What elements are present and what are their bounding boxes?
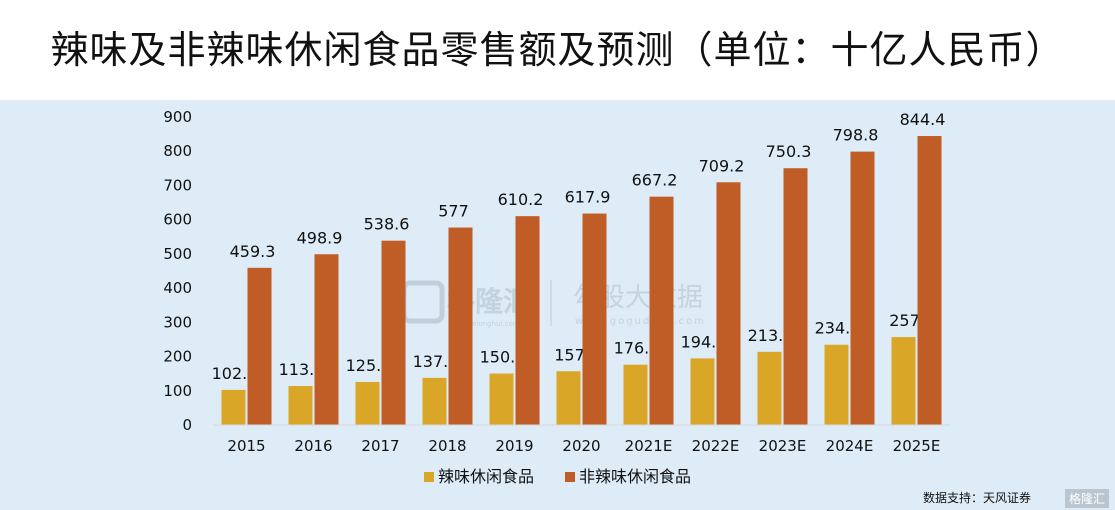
data-label: 844.4 — [900, 110, 946, 129]
y-tick-label: 300 — [163, 313, 192, 331]
y-tick-label: 600 — [163, 211, 192, 229]
x-tick-label: 2023E — [759, 437, 807, 455]
y-tick-label: 700 — [163, 176, 192, 194]
watermark-sub-url: www.gogudata.com — [575, 316, 706, 327]
source-note: 数据支持：天风证券 — [922, 491, 1031, 505]
data-label: 150.4 — [480, 348, 526, 367]
bar-nonspicy — [314, 254, 339, 425]
x-tick-label: 2017 — [361, 437, 399, 455]
data-label: 137.7 — [413, 352, 459, 371]
data-label: 617.9 — [565, 188, 611, 207]
y-tick-label: 500 — [163, 245, 192, 263]
bar-nonspicy — [515, 216, 540, 425]
data-label: 113.9 — [279, 360, 325, 379]
bar-nonspicy — [649, 196, 674, 425]
data-label: 194.6 — [681, 332, 727, 351]
data-label: 667.2 — [632, 171, 678, 190]
bar-nonspicy — [582, 213, 607, 425]
bar-spicy — [891, 337, 916, 425]
bar-nonspicy — [381, 240, 406, 425]
data-label: 157 — [554, 345, 585, 364]
bar-spicy — [824, 344, 849, 425]
bar-spicy — [623, 364, 648, 425]
y-tick-label: 0 — [182, 416, 192, 434]
watermark-logo-icon — [401, 280, 445, 324]
x-tick-label: 2025E — [893, 437, 941, 455]
bar-nonspicy — [917, 136, 942, 425]
data-label: 176.3 — [614, 339, 660, 358]
bar-spicy — [489, 373, 514, 425]
legend-label: 非辣味休闲食品 — [579, 467, 691, 486]
bar-nonspicy — [247, 267, 272, 425]
data-label: 102.6 — [212, 364, 258, 383]
data-label: 459.3 — [230, 242, 276, 261]
data-label: 125.7 — [346, 356, 392, 375]
bar-nonspicy — [783, 168, 808, 426]
x-tick-label: 2024E — [826, 437, 874, 455]
data-label: 709.2 — [699, 156, 745, 175]
x-tick-label: 2020 — [562, 437, 600, 455]
data-label: 610.2 — [498, 190, 544, 209]
data-label: 798.8 — [833, 126, 879, 145]
corner-logo: 格隆汇 — [1064, 489, 1109, 508]
bar-nonspicy — [448, 227, 473, 425]
bar-spicy — [221, 389, 246, 425]
data-label: 577 — [438, 202, 469, 221]
bar-spicy — [288, 386, 313, 425]
chart-title: 辣味及非辣味休闲食品零售额及预测（单位：十亿人民币） — [0, 0, 1115, 100]
data-label: 538.6 — [364, 215, 410, 234]
bar-spicy — [757, 351, 782, 425]
x-tick-label: 2015 — [227, 437, 265, 455]
x-tick-label: 2021E — [625, 437, 673, 455]
x-tick-label: 2016 — [294, 437, 332, 455]
legend-label: 辣味休闲食品 — [438, 467, 534, 486]
bar-nonspicy — [850, 151, 875, 426]
y-tick-label: 800 — [163, 142, 192, 160]
y-tick-label: 900 — [163, 108, 192, 126]
legend-swatch-spicy — [424, 472, 434, 482]
data-label: 257 — [889, 311, 920, 330]
y-tick-label: 400 — [163, 279, 192, 297]
x-tick-label: 2022E — [692, 437, 740, 455]
y-tick-label: 100 — [163, 382, 192, 400]
bar-chart: 格隆汇www.gelonghui.com勾股大数据www.gogudata.co… — [163, 108, 950, 486]
data-label: 213.8 — [748, 326, 794, 345]
chart-panel: 格隆汇 www.gelonghui.com 勾股大数据 www.gogudata.co… — [0, 100, 1115, 510]
data-label: 498.9 — [297, 228, 343, 247]
data-label: 750.3 — [766, 142, 812, 161]
bar-nonspicy — [716, 182, 741, 425]
bar-spicy — [422, 377, 447, 425]
bar-spicy — [690, 358, 715, 425]
x-tick-label: 2018 — [428, 437, 466, 455]
data-label: 234.6 — [815, 319, 861, 338]
x-tick-label: 2019 — [495, 437, 533, 455]
bar-spicy — [355, 381, 380, 425]
legend-swatch-nonspicy — [565, 472, 575, 482]
y-tick-label: 200 — [163, 348, 192, 366]
bar-spicy — [556, 371, 581, 425]
watermark-brand-url: www.gelonghui.com — [449, 320, 520, 328]
